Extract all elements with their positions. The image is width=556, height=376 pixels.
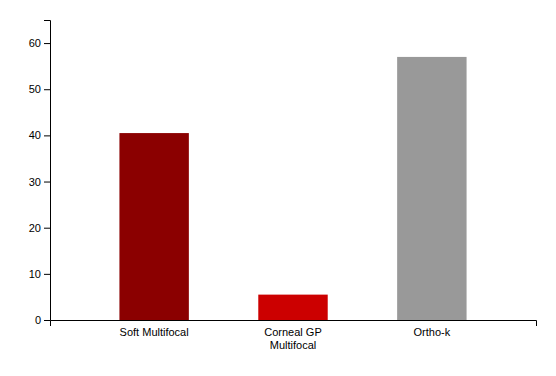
- tick-mark: [44, 43, 50, 44]
- tick-mark: [44, 135, 50, 136]
- tick-label: 10: [29, 268, 41, 280]
- x-axis: Soft Multifocal Corneal GPMultifocal Ortho…: [51, 321, 537, 352]
- tick: 0: [35, 314, 50, 326]
- tick: 50: [29, 83, 50, 95]
- plot-area: 0 10 20 30 40 50 60 Soft Multifocal Corneal GPMu…: [29, 21, 537, 352]
- tick-mark: [44, 89, 50, 90]
- tick-label-line: Ortho-k: [414, 326, 451, 338]
- tick: 20: [29, 222, 50, 234]
- tick: Soft Multifocal: [120, 326, 189, 338]
- tick-mark: [44, 320, 50, 321]
- tick-label: 0: [35, 314, 41, 326]
- tick-mark: [44, 274, 50, 275]
- tick: 40: [29, 129, 50, 141]
- tick-label: Ortho-k: [414, 326, 451, 338]
- chart-svg: 0 10 20 30 40 50 60 Soft Multifocal Corneal GPMu…: [0, 0, 556, 376]
- tick-label-line: Corneal GP: [264, 326, 321, 338]
- chart-container: 0 10 20 30 40 50 60 Soft Multifocal Corneal GPMu…: [0, 0, 556, 376]
- tick-label: Soft Multifocal: [120, 326, 189, 338]
- tick-label: 60: [29, 37, 41, 49]
- tick-label-line: Soft Multifocal: [120, 326, 189, 338]
- tick: 10: [29, 268, 50, 280]
- tick-label: Corneal GPMultifocal: [264, 326, 321, 351]
- bar: [119, 133, 188, 320]
- tick: Ortho-k: [414, 326, 451, 338]
- tick-label: 20: [29, 222, 41, 234]
- y-axis: 0 10 20 30 40 50 60: [29, 21, 51, 327]
- tick: 60: [29, 37, 50, 49]
- tick-label-line: Multifocal: [270, 339, 316, 351]
- bar: [258, 295, 327, 320]
- bar: [397, 57, 466, 320]
- tick: 30: [29, 176, 50, 188]
- tick-label: 30: [29, 176, 41, 188]
- tick-label: 40: [29, 129, 41, 141]
- tick-mark: [44, 182, 50, 183]
- tick-mark: [44, 228, 50, 229]
- axis-line: [44, 21, 51, 321]
- bars: [119, 57, 466, 320]
- tick-label: 50: [29, 83, 41, 95]
- tick: Corneal GPMultifocal: [264, 326, 321, 351]
